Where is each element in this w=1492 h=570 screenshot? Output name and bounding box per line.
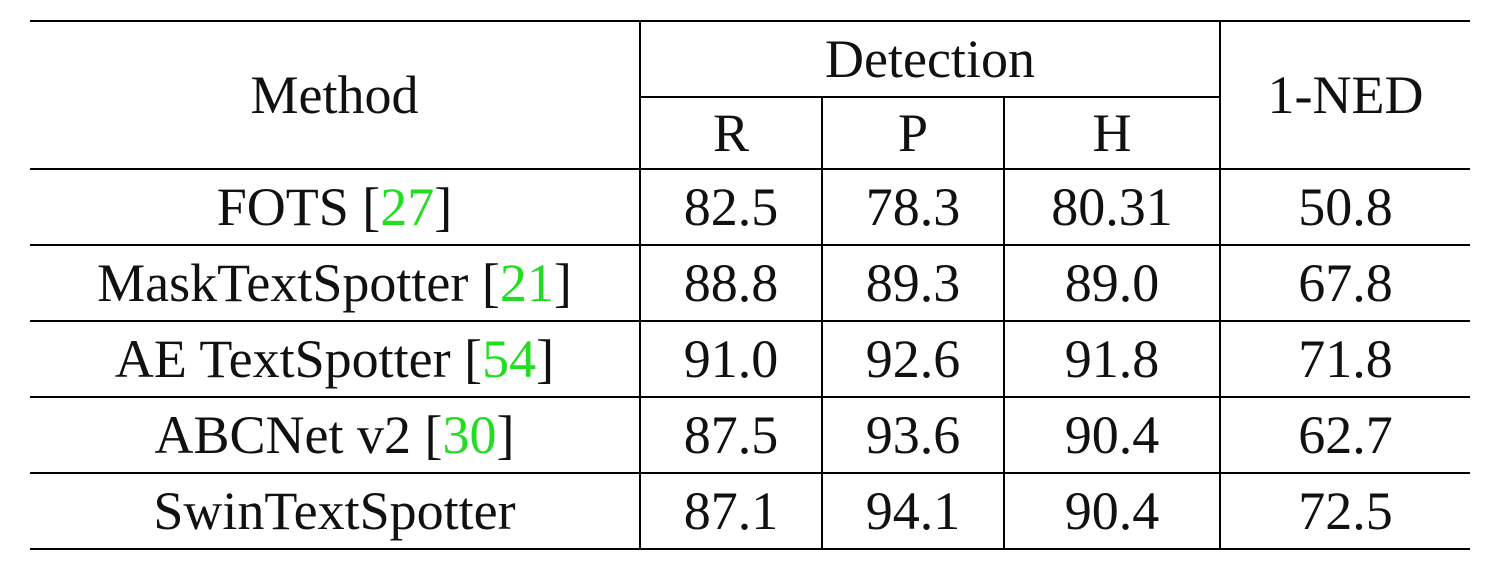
citation: [21]	[481, 253, 572, 313]
precision-cell: 93.6	[822, 396, 1005, 473]
recall-cell: 87.5	[640, 396, 823, 473]
citation-link[interactable]: 30	[442, 405, 497, 465]
hmean-cell: 90.4	[1004, 396, 1221, 473]
precision-cell: 89.3	[822, 244, 1005, 321]
recall-cell: 88.8	[640, 244, 823, 321]
precision-cell: 78.3	[822, 168, 1005, 245]
ned-cell: 67.8	[1220, 244, 1470, 321]
table-row: AE TextSpotter [54] 91.0 92.6 91.8 71.8	[30, 320, 1470, 397]
ned-cell: 71.8	[1220, 320, 1470, 397]
results-table: Method Detection 1-NED R P H FOTS [27] 8…	[30, 20, 1470, 550]
citation-link[interactable]: 27	[380, 177, 435, 237]
method-cell: AE TextSpotter [54]	[30, 320, 641, 397]
method-name: SwinTextSpotter	[153, 481, 516, 541]
method-name: ABCNet v2	[154, 405, 412, 465]
method-name: AE TextSpotter	[114, 329, 451, 389]
method-cell: SwinTextSpotter	[30, 472, 641, 550]
header-h: H	[1004, 96, 1221, 169]
precision-cell: 94.1	[822, 472, 1005, 550]
recall-cell: 87.1	[640, 472, 823, 550]
hmean-cell: 80.31	[1004, 168, 1221, 245]
table-row: SwinTextSpotter 87.1 94.1 90.4 72.5	[30, 472, 1470, 550]
precision-cell: 92.6	[822, 320, 1005, 397]
ned-cell: 72.5	[1220, 472, 1470, 550]
header-1-ned: 1-NED	[1220, 20, 1470, 169]
method-cell: MaskTextSpotter [21]	[30, 244, 641, 321]
table-row: ABCNet v2 [30] 87.5 93.6 90.4 62.7	[30, 396, 1470, 473]
ned-cell: 50.8	[1220, 168, 1470, 245]
method-name: MaskTextSpotter	[97, 253, 469, 313]
citation-link[interactable]: 54	[482, 329, 537, 389]
method-name: FOTS	[216, 177, 349, 237]
hmean-cell: 90.4	[1004, 472, 1221, 550]
citation: [27]	[362, 177, 453, 237]
hmean-cell: 89.0	[1004, 244, 1221, 321]
method-cell: FOTS [27]	[30, 168, 641, 245]
header-method: Method	[30, 20, 641, 169]
citation: [30]	[424, 405, 515, 465]
citation-link[interactable]: 21	[499, 253, 554, 313]
method-cell: ABCNet v2 [30]	[30, 396, 641, 473]
recall-cell: 91.0	[640, 320, 823, 397]
table-row: FOTS [27] 82.5 78.3 80.31 50.8	[30, 168, 1470, 245]
ned-cell: 62.7	[1220, 396, 1470, 473]
header-detection: Detection	[640, 20, 1221, 97]
citation: [54]	[464, 329, 555, 389]
header-p: P	[822, 96, 1005, 169]
header-r: R	[640, 96, 823, 169]
hmean-cell: 91.8	[1004, 320, 1221, 397]
recall-cell: 82.5	[640, 168, 823, 245]
table-row: MaskTextSpotter [21] 88.8 89.3 89.0 67.8	[30, 244, 1470, 321]
